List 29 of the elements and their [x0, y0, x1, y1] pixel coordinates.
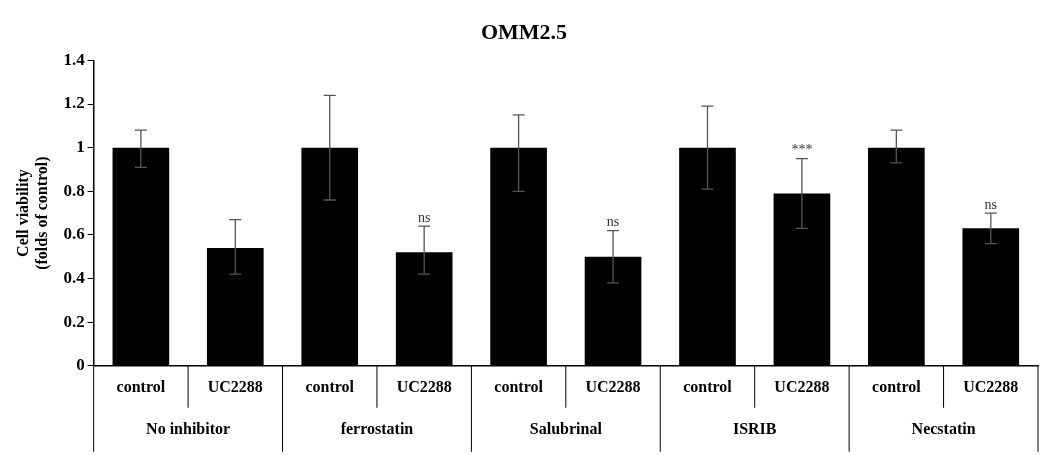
x-tick-label: UC2288 [585, 377, 641, 395]
y-tick-label: 0.4 [63, 267, 86, 287]
x-tick-label: UC2288 [774, 377, 830, 395]
x-tick-label: UC2288 [396, 377, 452, 395]
data-label: ns [417, 209, 431, 225]
x-tick-label: UC2288 [963, 377, 1019, 395]
x-tick-label: UC2288 [207, 377, 263, 395]
y-tick-label: 0.2 [63, 311, 85, 331]
chart-title: OMM2.5 [480, 18, 568, 44]
x-tick-label: control [494, 377, 544, 395]
data-label: ns [984, 196, 998, 212]
x-tick-label: control [116, 377, 166, 395]
x-tick-label: control [683, 377, 733, 395]
y-tick-label: 0.8 [63, 180, 85, 200]
data-label: ns [606, 214, 620, 230]
y-tick-label: 1.4 [63, 49, 86, 69]
data-label: *** [791, 142, 813, 158]
x-tick-label: control [872, 377, 922, 395]
y-tick-label: 0.6 [63, 224, 85, 244]
y-tick-label: 1.2 [63, 93, 85, 113]
text: ISRIB [732, 419, 777, 437]
text: ferrostatin [340, 419, 414, 437]
text: Necstatin [911, 419, 976, 437]
x-tick-label: control [305, 377, 355, 395]
text: Salubrinal [529, 419, 603, 437]
y-axis-title: Cell viability (folds of control) [13, 156, 51, 270]
text: No inhibitor [146, 419, 231, 437]
y-tick-label: 0 [76, 355, 85, 375]
y-tick-label: 1 [76, 137, 85, 157]
